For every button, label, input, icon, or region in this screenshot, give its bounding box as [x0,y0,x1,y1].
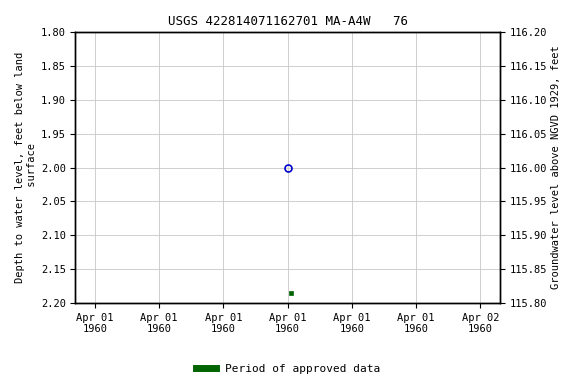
Legend: Period of approved data: Period of approved data [191,359,385,379]
Title: USGS 422814071162701 MA-A4W   76: USGS 422814071162701 MA-A4W 76 [168,15,408,28]
Y-axis label: Depth to water level, feet below land
 surface: Depth to water level, feet below land su… [15,52,37,283]
Y-axis label: Groundwater level above NGVD 1929, feet: Groundwater level above NGVD 1929, feet [551,46,561,290]
